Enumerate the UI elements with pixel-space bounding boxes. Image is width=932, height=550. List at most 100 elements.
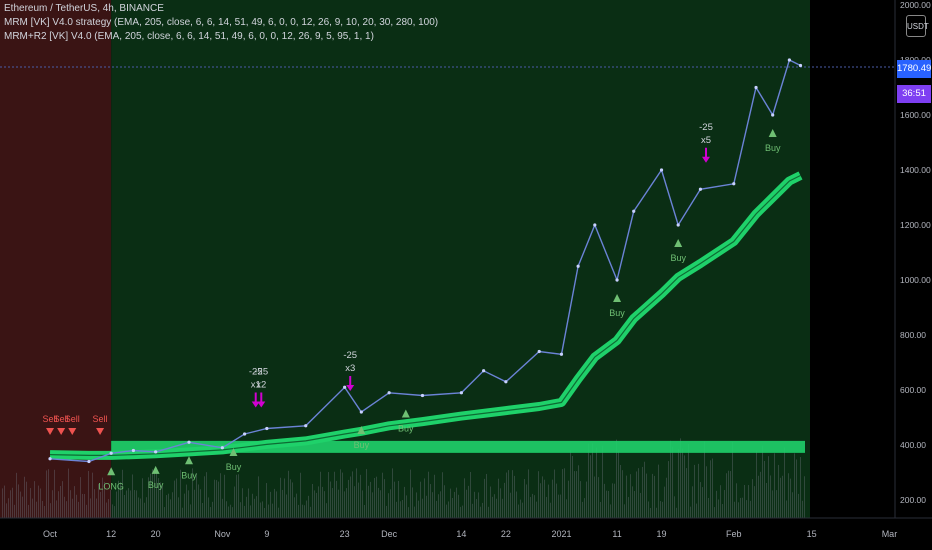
- volume-bar: [388, 493, 389, 518]
- volume-bar: [422, 498, 423, 518]
- volume-bar: [298, 504, 299, 518]
- volume-bar: [558, 494, 559, 518]
- volume-bar: [380, 490, 381, 518]
- buy-marker-icon: [151, 465, 160, 474]
- volume-bar: [208, 497, 209, 518]
- volume-bar: [708, 497, 709, 518]
- volume-bar: [686, 468, 687, 518]
- volume-bar: [114, 506, 115, 518]
- volume-bar: [688, 444, 689, 518]
- volume-bar: [292, 482, 293, 518]
- volume-bar: [396, 501, 397, 518]
- volume-bar: [226, 501, 227, 518]
- short-mult-label: x5: [701, 135, 711, 146]
- volume-bar: [300, 472, 301, 518]
- volume-bar: [344, 491, 345, 518]
- volume-bar: [510, 492, 511, 518]
- volume-bar: [452, 497, 453, 518]
- volume-bar: [282, 489, 283, 518]
- countdown-tag: 36:51: [897, 85, 931, 103]
- volume-bar: [88, 470, 89, 518]
- ema-band-center: [49, 174, 801, 456]
- volume-bar: [602, 445, 603, 518]
- price-point: [771, 113, 775, 117]
- volume-bar: [36, 501, 37, 518]
- volume-bar: [538, 471, 539, 518]
- volume-bar: [106, 502, 107, 518]
- volume-bar: [552, 479, 553, 518]
- volume-bar: [358, 482, 359, 518]
- volume-bar: [480, 506, 481, 518]
- currency-label[interactable]: USDT: [906, 15, 929, 37]
- volume-bar: [412, 487, 413, 518]
- volume-bar: [470, 471, 471, 518]
- volume-bar: [652, 473, 653, 518]
- volume-bar: [24, 476, 25, 518]
- buy-marker-icon: [357, 426, 366, 434]
- volume-bar: [14, 504, 15, 518]
- volume-bar: [654, 475, 655, 518]
- volume-bar: [630, 474, 631, 518]
- volume-bar: [190, 504, 191, 518]
- volume-bar: [590, 455, 591, 518]
- volume-bar: [542, 476, 543, 518]
- price-point: [242, 432, 247, 436]
- volume-bar: [740, 497, 741, 518]
- price-point: [593, 223, 597, 227]
- volume-bar: [598, 477, 599, 518]
- volume-bar: [142, 478, 143, 518]
- volume-bar: [108, 499, 109, 518]
- volume-bar: [110, 489, 111, 518]
- volume-bar: [618, 450, 619, 518]
- buy-marker-icon: [674, 239, 683, 247]
- volume-bar: [418, 500, 419, 518]
- volume-bar: [676, 507, 677, 518]
- volume-bar: [684, 455, 685, 518]
- volume-bar: [124, 495, 125, 518]
- legend-indicator-strategy[interactable]: MRM [VK] V4.0 strategy (EMA, 205, close,…: [4, 16, 438, 30]
- price-point: [220, 446, 224, 450]
- volume-bar: [400, 501, 401, 518]
- volume-bar: [338, 489, 339, 518]
- volume-bar: [374, 477, 375, 518]
- volume-bar: [768, 456, 769, 518]
- volume-bar: [736, 483, 737, 518]
- volume-bar: [394, 481, 395, 518]
- time-tick-label: 9: [264, 529, 269, 539]
- volume-bar: [100, 491, 101, 518]
- volume-bar: [4, 485, 5, 518]
- price-tick-label: 800.00: [900, 330, 926, 340]
- volume-bar: [192, 468, 193, 518]
- volume-bar: [438, 494, 439, 518]
- buy-label: Buy: [765, 143, 781, 153]
- volume-bar: [694, 464, 695, 518]
- volume-bar: [268, 504, 269, 518]
- volume-bar: [340, 469, 341, 518]
- price-point: [187, 440, 191, 444]
- volume-bar: [442, 472, 443, 518]
- volume-bar: [84, 493, 85, 518]
- volume-bar: [332, 488, 333, 518]
- volume-bar: [606, 490, 607, 518]
- volume-bar: [546, 496, 547, 518]
- volume-bar: [450, 488, 451, 518]
- volume-bar: [554, 469, 555, 518]
- volume-bar: [620, 465, 621, 518]
- legend-indicator-r2[interactable]: MRM+R2 [VK] V4.0 (EMA, 205, close, 6, 6,…: [4, 30, 374, 44]
- volume-bar: [194, 489, 195, 518]
- volume-bar: [2, 488, 3, 518]
- price-tick-label: 2000.00: [900, 0, 931, 10]
- price-point: [482, 369, 486, 373]
- volume-bar: [582, 501, 583, 518]
- volume-bar: [242, 488, 243, 518]
- volume-bar: [52, 490, 53, 518]
- volume-bar: [748, 485, 749, 518]
- volume-bar: [728, 470, 729, 518]
- volume-bar: [648, 501, 649, 518]
- volume-bar: [376, 476, 377, 518]
- volume-bar: [10, 490, 11, 518]
- volume-bar: [518, 504, 519, 518]
- volume-bar: [446, 504, 447, 518]
- volume-bar: [278, 507, 279, 518]
